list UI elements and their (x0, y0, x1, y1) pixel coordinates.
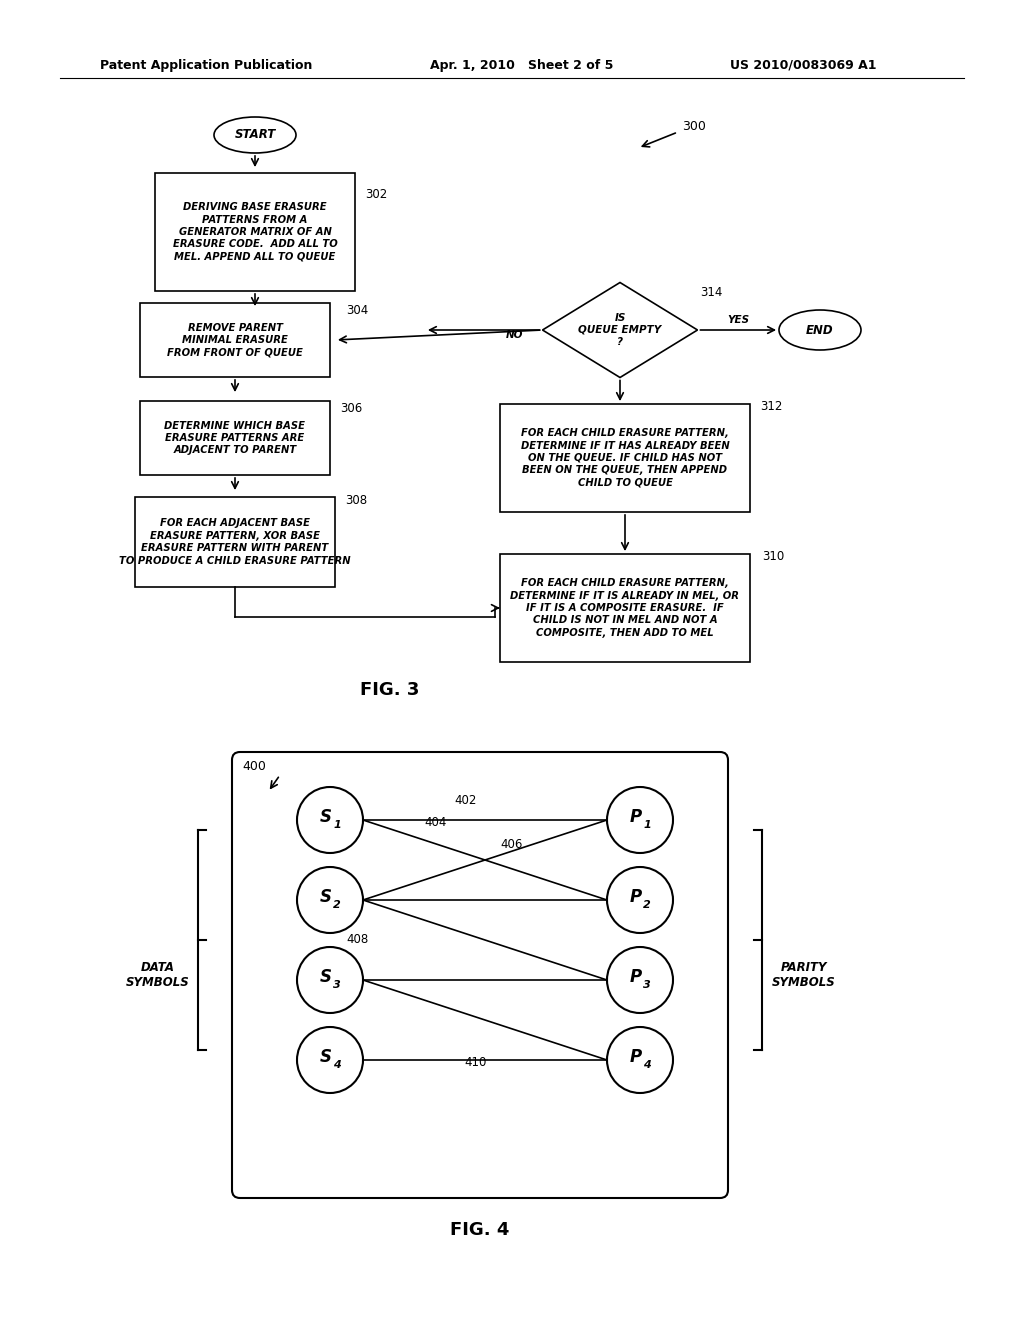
Circle shape (297, 867, 362, 933)
Text: 306: 306 (340, 401, 362, 414)
Text: NO: NO (506, 330, 523, 341)
Text: REMOVE PARENT
MINIMAL ERASURE
FROM FRONT OF QUEUE: REMOVE PARENT MINIMAL ERASURE FROM FRONT… (167, 322, 303, 358)
Text: 304: 304 (346, 304, 369, 317)
Text: 2: 2 (333, 900, 341, 909)
Text: US 2010/0083069 A1: US 2010/0083069 A1 (730, 58, 877, 71)
Text: 300: 300 (682, 120, 706, 133)
Text: 1: 1 (643, 820, 651, 830)
Text: Patent Application Publication: Patent Application Publication (100, 58, 312, 71)
Text: DATA
SYMBOLS: DATA SYMBOLS (126, 961, 189, 989)
Text: S: S (319, 968, 332, 986)
Text: END: END (806, 323, 834, 337)
Circle shape (297, 787, 362, 853)
Text: 408: 408 (346, 933, 369, 946)
Text: FOR EACH ADJACENT BASE
ERASURE PATTERN, XOR BASE
ERASURE PATTERN WITH PARENT
TO : FOR EACH ADJACENT BASE ERASURE PATTERN, … (119, 519, 351, 565)
Text: P: P (630, 888, 642, 906)
Text: FOR EACH CHILD ERASURE PATTERN,
DETERMINE IF IT IS ALREADY IN MEL, OR
IF IT IS A: FOR EACH CHILD ERASURE PATTERN, DETERMIN… (511, 578, 739, 638)
Text: 406: 406 (500, 838, 522, 851)
Text: FOR EACH CHILD ERASURE PATTERN,
DETERMINE IF IT HAS ALREADY BEEN
ON THE QUEUE. I: FOR EACH CHILD ERASURE PATTERN, DETERMIN… (520, 428, 729, 488)
Text: IS
QUEUE EMPTY
?: IS QUEUE EMPTY ? (579, 313, 662, 347)
Text: 308: 308 (345, 494, 368, 507)
Text: 310: 310 (762, 549, 784, 562)
Circle shape (607, 787, 673, 853)
Text: P: P (630, 968, 642, 986)
Text: YES: YES (727, 315, 750, 325)
Circle shape (607, 946, 673, 1012)
Text: 404: 404 (424, 816, 446, 829)
Text: DERIVING BASE ERASURE
PATTERNS FROM A
GENERATOR MATRIX OF AN
ERASURE CODE.  ADD : DERIVING BASE ERASURE PATTERNS FROM A GE… (173, 202, 337, 261)
Text: S: S (319, 1048, 332, 1067)
Circle shape (297, 946, 362, 1012)
Text: 314: 314 (700, 285, 722, 298)
Text: 4: 4 (643, 1060, 651, 1071)
Text: 2: 2 (643, 900, 651, 909)
Text: 3: 3 (333, 979, 341, 990)
Text: 402: 402 (454, 795, 476, 807)
Text: START: START (234, 128, 275, 141)
Text: Apr. 1, 2010   Sheet 2 of 5: Apr. 1, 2010 Sheet 2 of 5 (430, 58, 613, 71)
Text: 302: 302 (365, 189, 387, 202)
Circle shape (607, 867, 673, 933)
Text: PARITY
SYMBOLS: PARITY SYMBOLS (772, 961, 836, 989)
Text: 400: 400 (242, 760, 266, 774)
Circle shape (297, 1027, 362, 1093)
Text: 1: 1 (333, 820, 341, 830)
Text: S: S (319, 888, 332, 906)
Text: 410: 410 (464, 1056, 486, 1069)
Text: 4: 4 (333, 1060, 341, 1071)
Text: 3: 3 (643, 979, 651, 990)
Text: S: S (319, 808, 332, 826)
Text: FIG. 4: FIG. 4 (451, 1221, 510, 1239)
Text: P: P (630, 808, 642, 826)
Text: DETERMINE WHICH BASE
ERASURE PATTERNS ARE
ADJACENT TO PARENT: DETERMINE WHICH BASE ERASURE PATTERNS AR… (165, 421, 305, 455)
Text: P: P (630, 1048, 642, 1067)
Circle shape (607, 1027, 673, 1093)
Text: FIG. 3: FIG. 3 (360, 681, 420, 700)
Text: 312: 312 (760, 400, 782, 412)
